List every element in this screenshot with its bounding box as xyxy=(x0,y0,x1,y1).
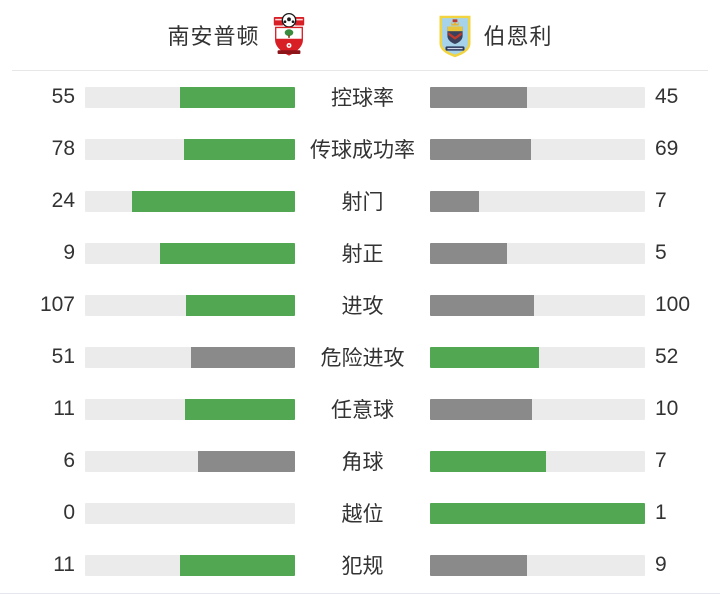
stat-row: 51 危险进攻 52 xyxy=(0,331,720,383)
home-bar-fill xyxy=(183,138,295,160)
home-value: 11 xyxy=(53,553,75,576)
stat-row: 24 射门 7 xyxy=(0,175,720,227)
stat-label: 传球成功率 xyxy=(310,139,415,162)
home-bar-track xyxy=(85,450,295,472)
stat-row: 55 控球率 45 xyxy=(0,71,720,123)
stat-row: 11 任意球 10 xyxy=(0,383,720,435)
home-value: 51 xyxy=(51,345,75,368)
away-bar-track xyxy=(430,346,645,368)
home-bar-fill xyxy=(160,242,295,264)
stat-row: 11 犯规 9 xyxy=(0,539,720,591)
home-bar-track xyxy=(85,190,295,212)
home-bar-track xyxy=(85,502,295,524)
away-bar-fill xyxy=(430,138,531,160)
away-team-name: 伯恩利 xyxy=(483,24,553,49)
home-value: 107 xyxy=(39,293,75,316)
home-bar-fill xyxy=(185,398,295,420)
stat-label: 犯规 xyxy=(341,555,384,578)
home-bar-fill xyxy=(186,294,295,316)
home-value: 55 xyxy=(51,85,75,108)
away-bar-fill xyxy=(430,554,527,576)
away-bar-track xyxy=(430,242,645,264)
home-bar-fill xyxy=(191,346,295,368)
bottom-divider xyxy=(0,593,720,594)
burnley-crest-icon xyxy=(439,15,470,58)
home-bar-track xyxy=(85,346,295,368)
away-bar-fill xyxy=(430,190,479,212)
away-value: 45 xyxy=(655,85,679,108)
home-bar-track xyxy=(85,86,295,108)
away-bar-track xyxy=(430,190,645,212)
home-value: 78 xyxy=(51,137,75,160)
stat-label: 控球率 xyxy=(331,87,394,110)
stat-label: 越位 xyxy=(341,503,384,526)
away-value: 5 xyxy=(655,241,667,264)
stat-label: 进攻 xyxy=(341,295,384,318)
away-bar-track xyxy=(430,294,645,316)
stat-label: 射正 xyxy=(341,243,384,266)
header-divider xyxy=(12,70,708,71)
away-value: 52 xyxy=(655,345,679,368)
away-value: 100 xyxy=(655,293,691,316)
away-value: 69 xyxy=(655,137,679,160)
stat-row: 107 进攻 100 xyxy=(0,279,720,331)
header: 南安普顿 xyxy=(0,0,720,70)
away-bar-fill xyxy=(430,294,534,316)
home-value: 11 xyxy=(53,397,75,420)
away-bar-fill xyxy=(430,86,527,108)
stat-label: 角球 xyxy=(341,451,384,474)
home-value: 9 xyxy=(63,241,75,264)
stat-row: 6 角球 7 xyxy=(0,435,720,487)
home-bar-fill xyxy=(132,190,295,212)
home-bar-track xyxy=(85,398,295,420)
away-value: 7 xyxy=(655,449,667,472)
stat-label: 任意球 xyxy=(331,399,394,422)
away-value: 10 xyxy=(655,397,679,420)
home-bar-fill xyxy=(179,86,295,108)
away-value: 1 xyxy=(655,501,667,524)
away-bar-track xyxy=(430,554,645,576)
stat-row: 9 射正 5 xyxy=(0,227,720,279)
home-bar-track xyxy=(85,294,295,316)
away-bar-track xyxy=(430,502,645,524)
home-bar-track xyxy=(85,138,295,160)
away-bar-track xyxy=(430,398,645,420)
away-value: 9 xyxy=(655,553,667,576)
away-bar-fill xyxy=(430,450,546,472)
southampton-crest-icon xyxy=(273,12,304,56)
stats-list: 55 控球率 45 78 传球成功率 69 24 射门 7 9 射正 5 107 进攻 100 51 危险进攻 5… xyxy=(0,71,720,591)
home-team-name: 南安普顿 xyxy=(167,24,260,49)
stat-row: 78 传球成功率 69 xyxy=(0,123,720,175)
home-bar-fill xyxy=(198,450,295,472)
away-bar-fill xyxy=(430,242,507,264)
stat-label: 射门 xyxy=(341,191,384,214)
away-bar-fill xyxy=(430,398,533,420)
home-bar-track xyxy=(85,554,295,576)
away-bar-track xyxy=(430,86,645,108)
away-bar-fill xyxy=(430,502,645,524)
home-value: 0 xyxy=(63,501,75,524)
away-bar-track xyxy=(430,450,645,472)
home-bar-track xyxy=(85,242,295,264)
stat-label: 危险进攻 xyxy=(320,347,405,370)
home-bar-fill xyxy=(179,554,295,576)
home-value: 24 xyxy=(51,189,75,212)
stat-row: 0 越位 1 xyxy=(0,487,720,539)
home-value: 6 xyxy=(63,449,75,472)
away-bar-fill xyxy=(430,346,539,368)
away-value: 7 xyxy=(655,189,667,212)
away-bar-track xyxy=(430,138,645,160)
